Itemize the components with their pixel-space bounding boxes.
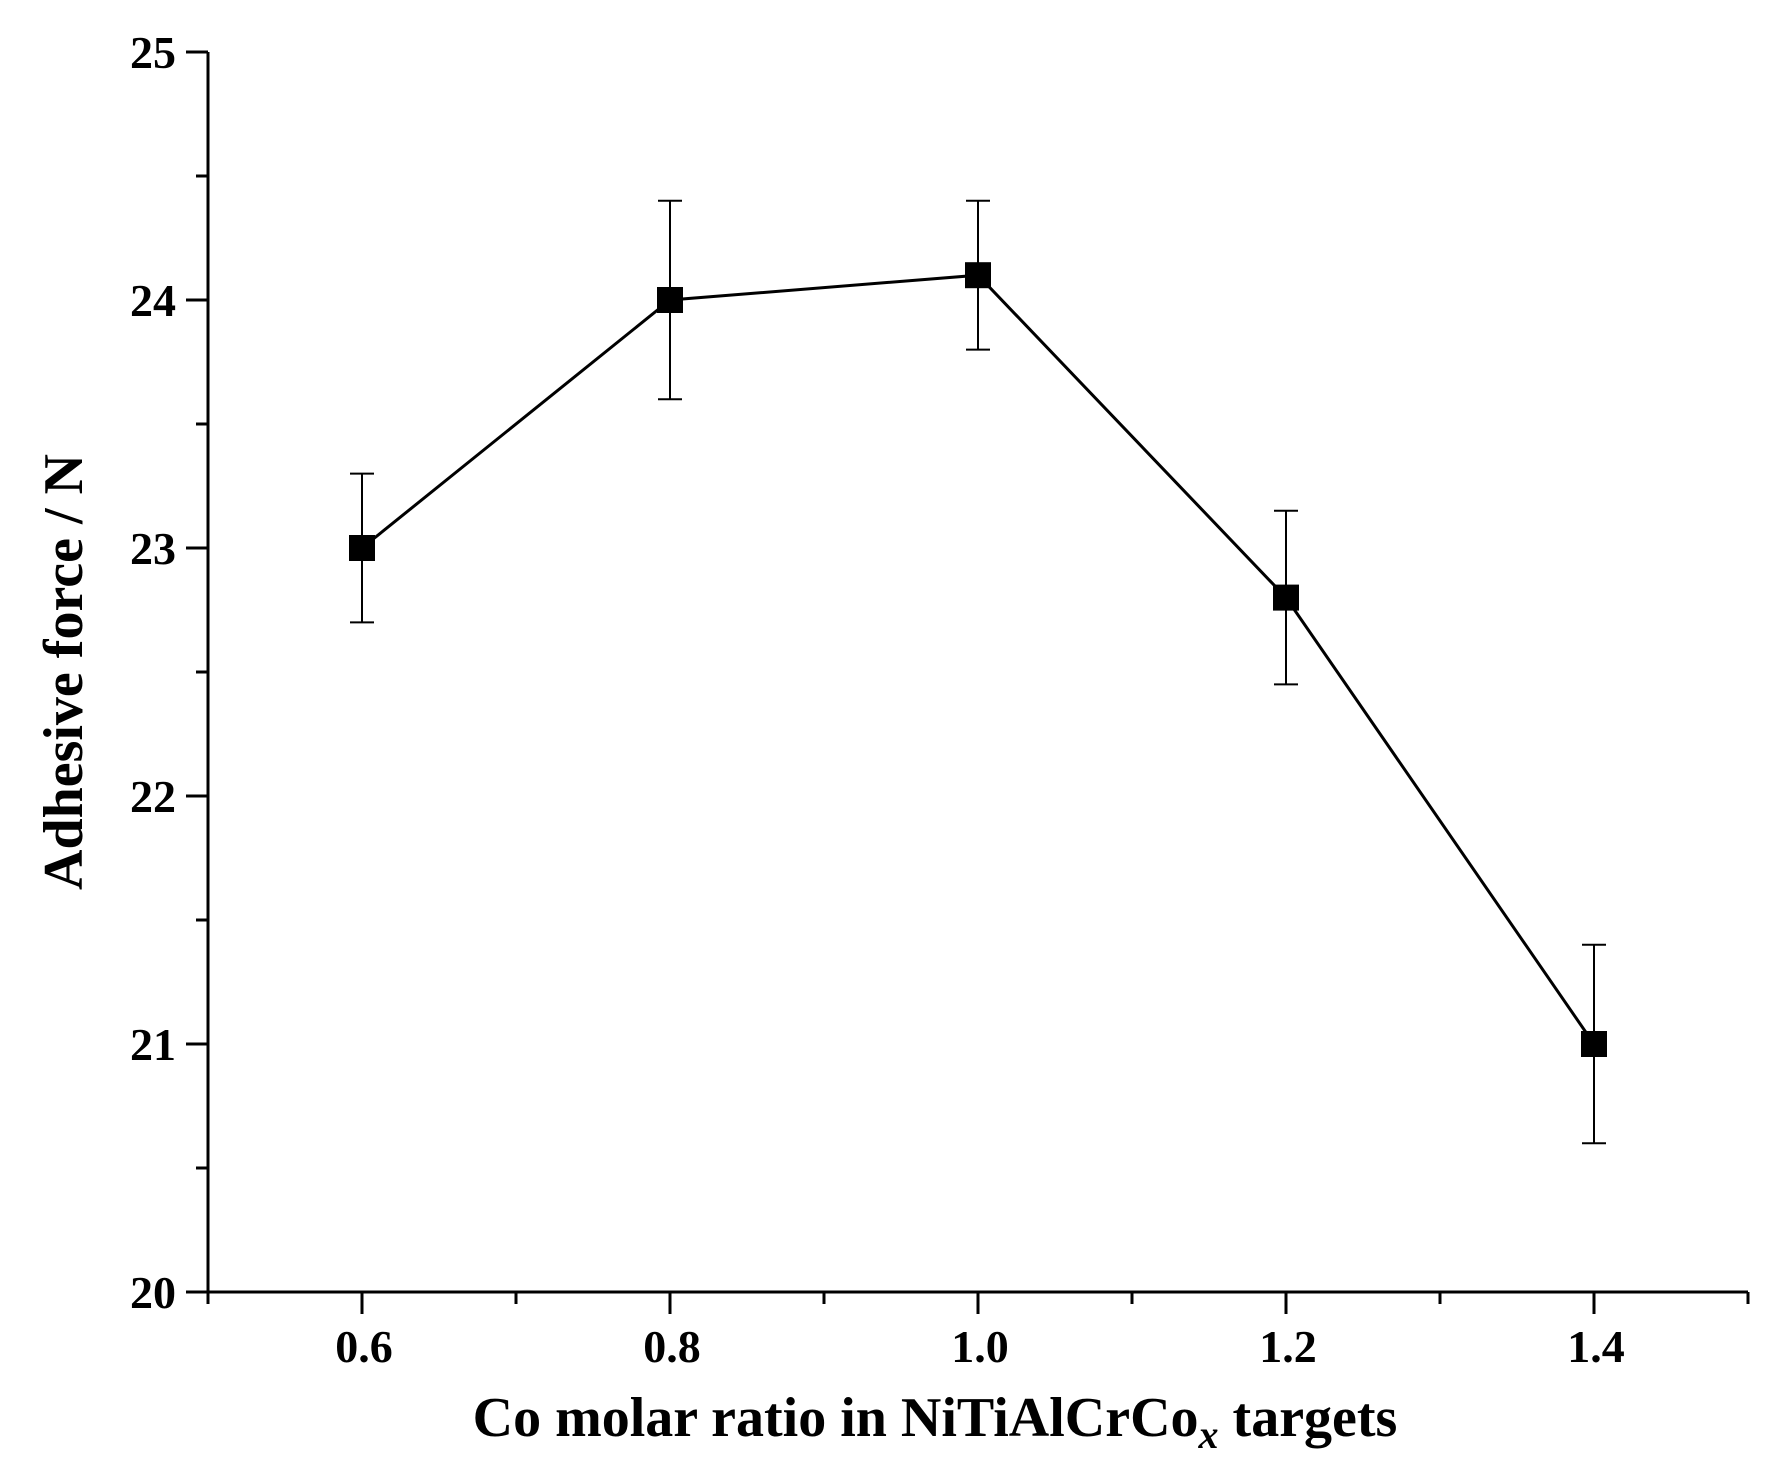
error-bars [350, 199, 1606, 1145]
x-axis-title: Co molar ratio in NiTiAlCrCox targets [473, 1387, 1398, 1457]
x-tick-label: 1.0 [951, 1321, 1009, 1372]
x-tick-label: 0.6 [335, 1321, 393, 1372]
y-tick-label: 21 [130, 1019, 176, 1070]
data-point-marker [1273, 584, 1299, 611]
y-tick-label: 23 [130, 523, 176, 574]
data-point-marker [1581, 1031, 1607, 1057]
y-tick-label: 20 [130, 1267, 176, 1318]
x-tick-label: 0.8 [643, 1321, 701, 1372]
ticks [186, 50, 1750, 1314]
x-tick-label: 1.4 [1567, 1321, 1625, 1372]
tick-labels: 20 21 22 23 24 25 0.6 0.8 1.0 1.2 1.4 [130, 27, 1625, 1372]
y-tick-label: 22 [130, 771, 176, 822]
x-axis-title-suffix: targets [1219, 1387, 1398, 1449]
data-point-marker [349, 535, 375, 561]
x-axis-title-main: Co molar ratio in NiTiAlCrCo [473, 1387, 1199, 1449]
y-tick-label: 24 [130, 275, 176, 326]
x-axis-title-subscript: x [1198, 1412, 1219, 1457]
x-tick-label: 1.2 [1259, 1321, 1317, 1372]
data-point-marker [965, 262, 991, 289]
data-point-marker [657, 287, 683, 313]
y-tick-label: 25 [130, 27, 176, 78]
y-axis-title: Adhesive force / N [33, 454, 95, 890]
series-polyline [361, 273, 1596, 1045]
markers [349, 262, 1607, 1057]
series-line [361, 273, 1596, 1045]
